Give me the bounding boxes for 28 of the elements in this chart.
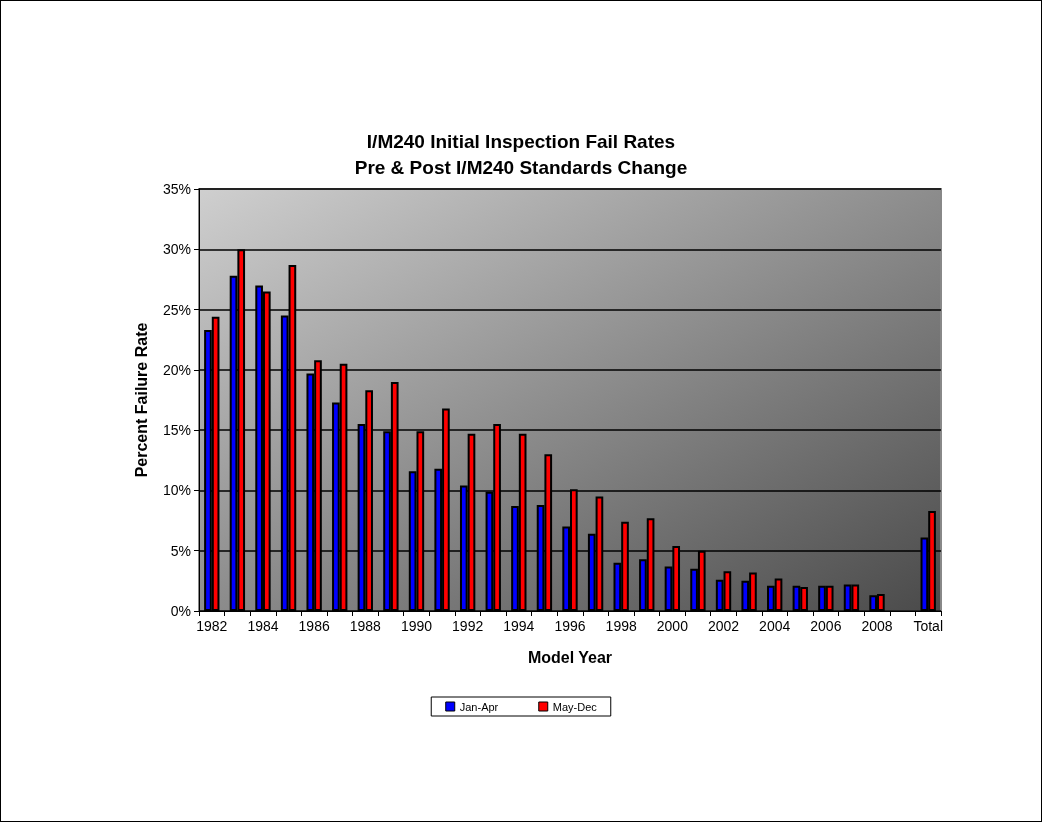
legend-label: Jan-Apr: [459, 700, 499, 713]
chart-title: I/M240 Initial Inspection Fail Rates Pre & Post I/M240 Standards Change: [354, 130, 688, 178]
x-tick-label: 1982: [196, 618, 228, 634]
x-tick-label: 1992: [452, 618, 484, 634]
x-tick-label: 1988: [349, 618, 382, 634]
x-tick-label: 1986: [298, 618, 330, 634]
y-tick-label: 30%: [162, 241, 191, 258]
y-tick-label: 0%: [170, 603, 191, 619]
x-tick-label: 1984: [247, 618, 279, 634]
x-tick-label: 1994: [503, 618, 535, 634]
x-tick-label: Total: [913, 618, 943, 634]
legend-label: May-Dec: [552, 700, 598, 713]
y-tick-label: 35%: [162, 181, 191, 197]
y-axis-title: Percent Failure Rate: [132, 322, 150, 478]
x-axis-title: Model Year: [527, 648, 613, 666]
x-tick-label: 1996: [554, 618, 586, 634]
x-tick-label: 2002: [707, 618, 740, 634]
x-tick-label: 1998: [605, 618, 637, 634]
x-tick-label: 2008: [861, 618, 893, 634]
y-tick-label: 10%: [162, 482, 191, 499]
x-tick-label: 2004: [759, 618, 791, 634]
y-tick-label: 20%: [162, 361, 191, 378]
y-tick-label: 5%: [170, 542, 191, 559]
x-tick-label: 1990: [400, 618, 433, 634]
x-tick-label: 2000: [656, 618, 689, 634]
y-tick-label: 25%: [162, 301, 191, 318]
y-tick-label: 15%: [162, 422, 191, 439]
x-tick-label: 2006: [810, 618, 842, 634]
